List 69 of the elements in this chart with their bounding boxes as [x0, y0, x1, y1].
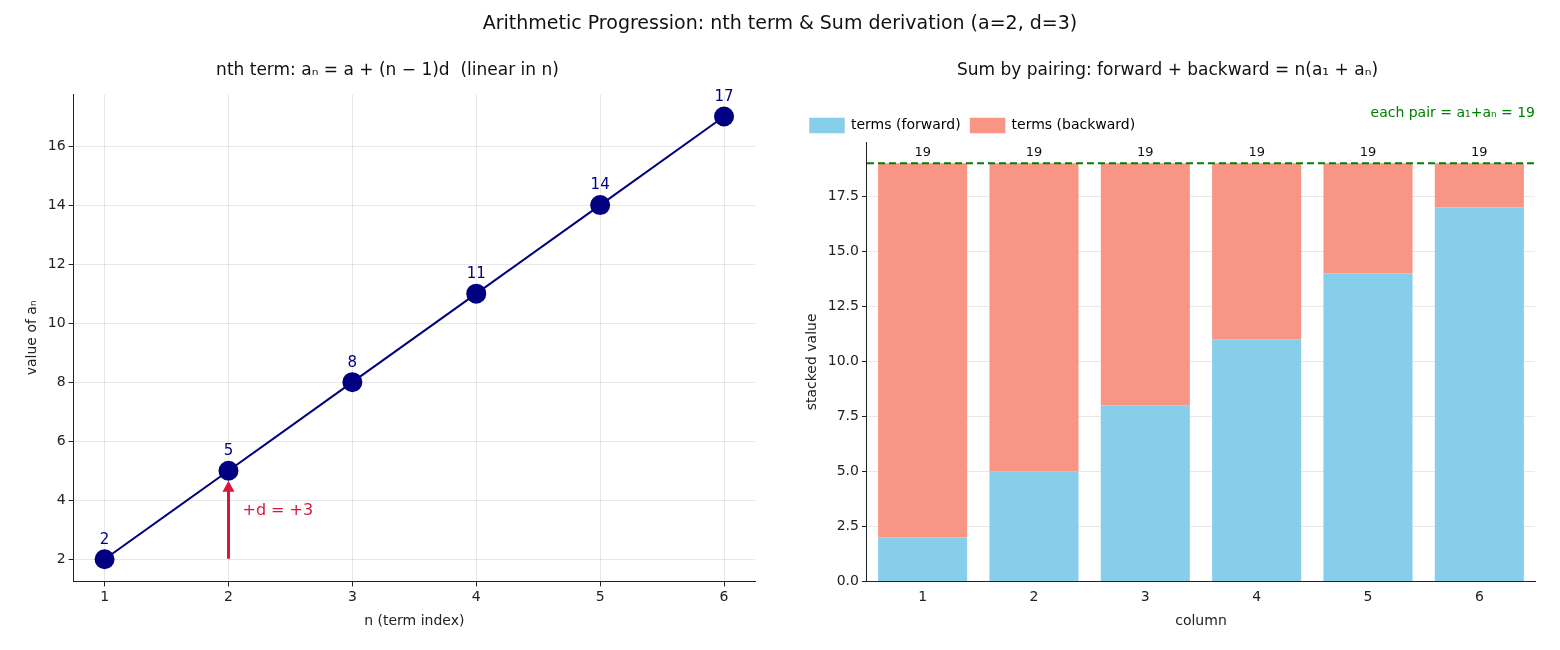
x-tick-label: 4 [471, 588, 481, 605]
total-label: 19 [1471, 144, 1488, 160]
ref-line-label: each pair = a₁+aₙ = 19 [1370, 104, 1535, 121]
annotation: +d = +3 [242, 499, 314, 519]
bar [1212, 339, 1302, 581]
y-tick-label: 8 [56, 372, 66, 389]
x-tick-label: 1 [100, 588, 110, 605]
bar [878, 163, 968, 538]
x-tick-label: 4 [1252, 588, 1262, 605]
y-tick-label: 17.5 [827, 186, 859, 203]
bar [1323, 273, 1413, 581]
point [466, 283, 487, 304]
y-tick-label: 15.0 [827, 241, 859, 258]
y-tick-label: 12 [47, 254, 66, 271]
x-tick-label: 6 [1474, 588, 1484, 605]
data-label: 17 [714, 86, 734, 105]
bar [989, 163, 1079, 472]
point [714, 106, 735, 127]
chart-title: nth term: aₙ = a + (n − 1)d (linear in n) [216, 58, 559, 79]
text: Arithmetic Progression: nth term & Sum derivation (a=2, d=3) [481, 10, 1079, 35]
point [590, 195, 611, 216]
point [342, 372, 363, 393]
x-axis-title: n (term index) [364, 612, 465, 629]
x-tick-label: 2 [224, 588, 233, 605]
chart-title: Sum by pairing: forward + backward = n(a₁ + aₙ) [956, 58, 1379, 79]
bar [878, 537, 968, 581]
y-tick-label: 5.0 [836, 462, 859, 479]
point [218, 460, 239, 481]
y-tick-label: 7.5 [836, 407, 859, 423]
bar [1434, 207, 1524, 581]
total-label: 19 [1248, 144, 1265, 160]
y-tick-label: 2.5 [836, 517, 859, 534]
total-label: 19 [914, 144, 931, 160]
x-tick-label: 3 [1140, 588, 1150, 605]
y-axis-title: stacked value [803, 313, 820, 411]
y-tick-label: 6 [56, 431, 66, 448]
y-tick-label: 0.0 [836, 572, 859, 589]
x-tick-label: 3 [347, 588, 357, 605]
x-tick-label: 5 [595, 588, 605, 605]
y-tick-label: 4 [56, 490, 66, 507]
bar [989, 471, 1079, 581]
y-tick-label: 12.5 [827, 296, 859, 313]
data-label: 8 [347, 352, 358, 371]
total-label: 19 [1359, 144, 1377, 160]
data-label: 14 [590, 175, 610, 194]
x-tick-label: 5 [1363, 588, 1373, 605]
total-label: 19 [1025, 144, 1043, 160]
data-label: 2 [99, 529, 110, 548]
bar [1212, 163, 1302, 340]
y-tick-label: 14 [47, 195, 66, 212]
bar [1100, 405, 1190, 581]
y-tick-label: 16 [47, 136, 66, 153]
bar [1323, 163, 1413, 274]
point [94, 549, 115, 570]
x-tick-label: 2 [1029, 588, 1039, 605]
data-label: 5 [223, 441, 234, 460]
y-axis-title: value of aₙ [23, 300, 40, 376]
data-label: 11 [466, 264, 486, 283]
y-tick-label: 10.0 [827, 351, 859, 368]
legend-label: terms (backward) [1011, 116, 1136, 133]
x-tick-label: 1 [918, 588, 928, 605]
y-tick-label: 10 [47, 313, 66, 330]
bar [1100, 163, 1190, 406]
x-axis-title: column [1175, 612, 1227, 629]
y-tick-label: 2 [56, 549, 66, 566]
total-label: 19 [1137, 144, 1154, 160]
bar [1434, 163, 1524, 208]
x-tick-label: 6 [719, 588, 729, 605]
legend-label: terms (forward) [851, 116, 961, 133]
